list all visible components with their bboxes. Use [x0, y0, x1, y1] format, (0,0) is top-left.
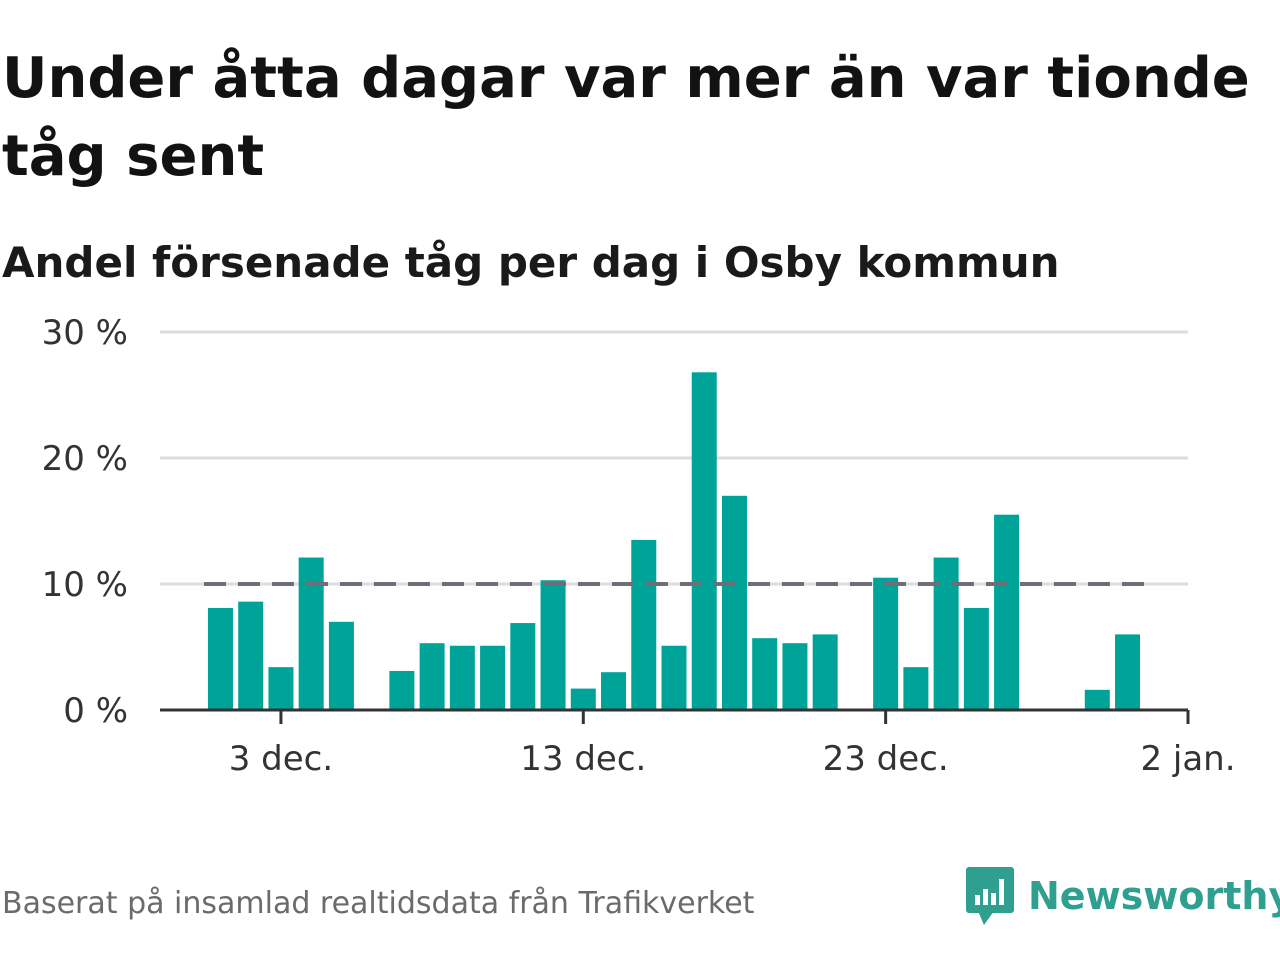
x-tick-label: 3 dec. [229, 739, 333, 779]
bar [449, 645, 475, 710]
bar [207, 607, 233, 710]
bar [873, 577, 899, 710]
newsworthy-logo-icon [966, 867, 1014, 925]
bar-chart: 0 % 10 % 20 % 30 % 3 dec. 13 dec. 23 dec. 2 jan… [42, 313, 1236, 779]
bar [238, 601, 264, 710]
bar [389, 670, 415, 710]
bar [540, 580, 566, 710]
x-tick-label: 13 dec. [520, 739, 646, 779]
chart-subtitle: Andel försenade tåg per dag i Osby kommu… [2, 238, 1060, 287]
brand-name: Newsworthy [1028, 874, 1280, 918]
bar [631, 539, 657, 710]
y-tick-label: 0 % [63, 691, 128, 731]
x-tick-label: 2 jan. [1140, 739, 1235, 779]
chart-title: Under åtta dagar var mer än var tionde t… [2, 46, 1250, 189]
bar [1115, 634, 1141, 710]
bar [510, 623, 536, 710]
source-note: Baserat på insamlad realtidsdata från Tr… [2, 886, 755, 921]
brand-logo: Newsworthy [964, 864, 1280, 928]
bar [268, 667, 294, 710]
bar [691, 372, 717, 710]
y-tick-label: 10 % [42, 565, 128, 605]
bar [298, 557, 324, 710]
bar [903, 667, 929, 710]
bar [752, 638, 778, 710]
bar [419, 643, 445, 710]
bar [1084, 689, 1110, 710]
bar [328, 621, 354, 710]
bar [721, 495, 747, 710]
bar [661, 645, 687, 710]
x-tick-label: 23 dec. [823, 739, 949, 779]
bar [601, 672, 627, 710]
bar [994, 514, 1020, 710]
y-tick-label: 30 % [42, 313, 128, 353]
bar [933, 557, 959, 710]
bar [570, 688, 596, 710]
bar [812, 634, 838, 710]
y-tick-label: 20 % [42, 439, 128, 479]
bar [963, 607, 989, 710]
bar [480, 645, 506, 710]
bar [782, 643, 808, 710]
